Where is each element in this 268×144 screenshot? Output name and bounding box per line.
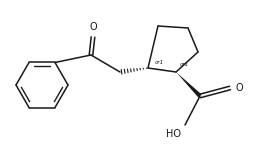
Text: or1: or1 <box>155 60 164 66</box>
Text: O: O <box>235 83 243 93</box>
Text: or1: or1 <box>180 61 189 67</box>
Text: HO: HO <box>166 129 181 139</box>
Text: O: O <box>89 22 97 32</box>
Polygon shape <box>176 72 202 98</box>
